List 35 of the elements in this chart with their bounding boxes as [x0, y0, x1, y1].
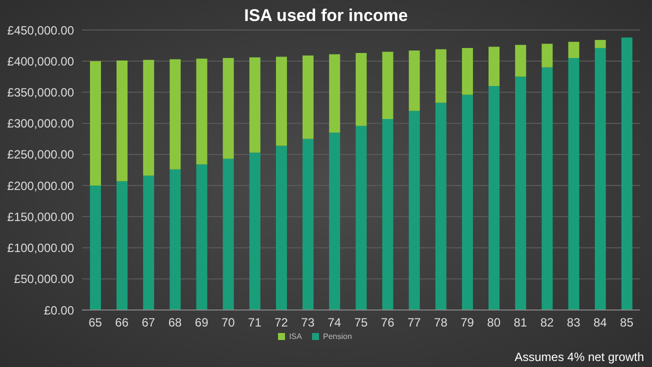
x-tick-label: 75	[354, 316, 368, 330]
y-tick-label: £400,000.00	[7, 54, 74, 68]
x-tick-label: 83	[566, 316, 581, 330]
x-tick-label: 80	[487, 316, 501, 330]
y-tick-label: £200,000.00	[7, 178, 74, 193]
x-tick-label: 76	[380, 316, 395, 330]
x-tick-label: 69	[194, 316, 209, 330]
legend-label: ISA	[289, 332, 302, 341]
x-tick-label: 81	[514, 316, 528, 330]
y-tick-label: £350,000.00	[7, 85, 74, 100]
x-tick-label: 79	[460, 316, 474, 330]
y-tick-label: £150,000.00	[7, 210, 74, 224]
x-tick-label: 65	[88, 316, 102, 330]
x-tick-label: 70	[221, 316, 236, 330]
x-tick-label: 68	[168, 316, 182, 330]
x-tick-label: 77	[407, 316, 422, 330]
x-tick-label: 71	[248, 316, 262, 330]
x-tick-label: 74	[328, 316, 342, 330]
x-tick-label: 84	[593, 316, 608, 330]
y-tick-label: £0.00	[44, 303, 74, 318]
x-tick-label: 72	[274, 316, 288, 330]
text: Assumes 4% net growth	[514, 350, 644, 364]
x-tick-label: 82	[540, 316, 554, 330]
x-tick-label: 66	[115, 316, 129, 330]
y-tick-label: £100,000.00	[7, 241, 74, 256]
chart-title: ISA used for income	[244, 6, 408, 25]
y-tick-label: £50,000.00	[14, 272, 74, 286]
y-tick-label: £300,000.00	[7, 116, 74, 131]
y-tick-label: £250,000.00	[7, 148, 74, 162]
y-tick-label: £450,000.00	[7, 23, 74, 38]
x-tick-label: 78	[434, 316, 448, 330]
x-tick-label: 67	[142, 316, 156, 330]
x-tick-label: 85	[620, 316, 634, 330]
legend-label: Pension	[322, 332, 352, 341]
x-tick-label: 73	[301, 316, 315, 330]
